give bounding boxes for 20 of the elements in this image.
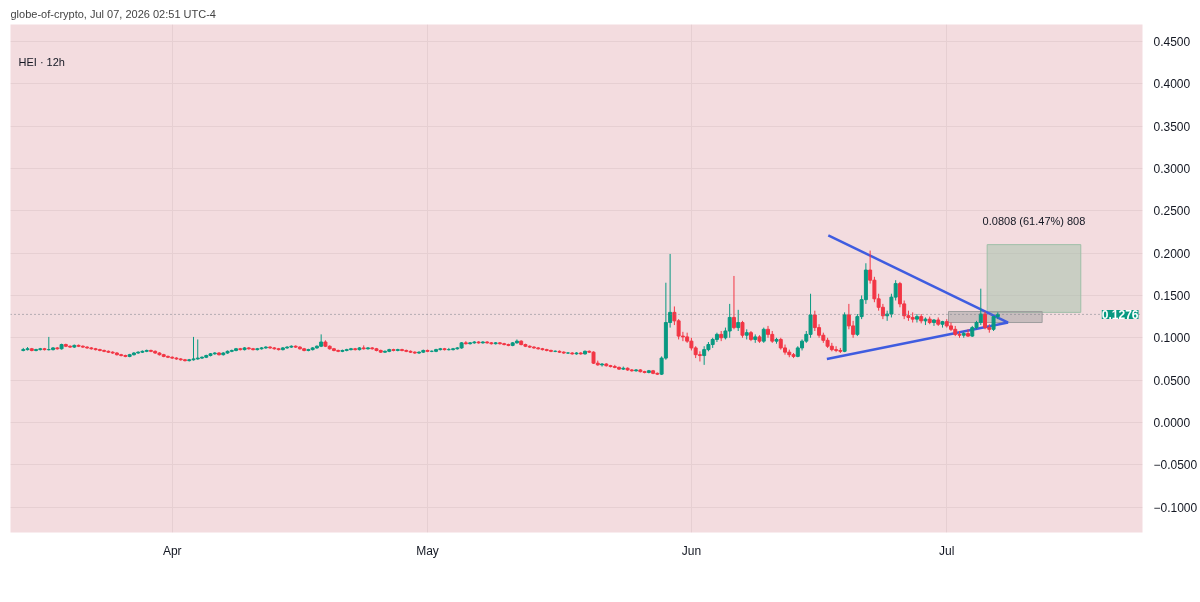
chart-title: globe-of-crypto, Jul 07, 2026 02:51 UTC-4 [10,7,216,20]
x-tick-label: Jul [939,543,955,558]
x-tick-label: Apr [162,543,182,558]
y-tick-label: −0.0500 [1153,458,1198,473]
y-tick-label: 0.2500 [1153,204,1191,219]
y-tick-label: 0.0000 [1153,415,1191,430]
y-tick-label: 0.1500 [1153,288,1191,303]
annotation: HEI · 12h [18,55,65,68]
ref-line-label: 0.1276 [1101,307,1139,322]
y-tick-label: 0.0500 [1153,373,1191,388]
x-tick-label: Jun [681,543,702,558]
y-tick-label: 0.4000 [1153,77,1191,92]
y-tick-label: 0.3000 [1153,161,1191,176]
y-tick-label: 0.4500 [1153,34,1191,49]
y-tick-label: −0.1000 [1153,500,1198,515]
y-tick-label: 0.1000 [1153,331,1191,346]
y-tick-label: 0.2000 [1153,246,1191,261]
annotation: 0.0808 (61.47%) 808 [982,214,1086,227]
y-tick-label: 0.3500 [1153,119,1191,134]
x-tick-label: May [416,543,439,558]
